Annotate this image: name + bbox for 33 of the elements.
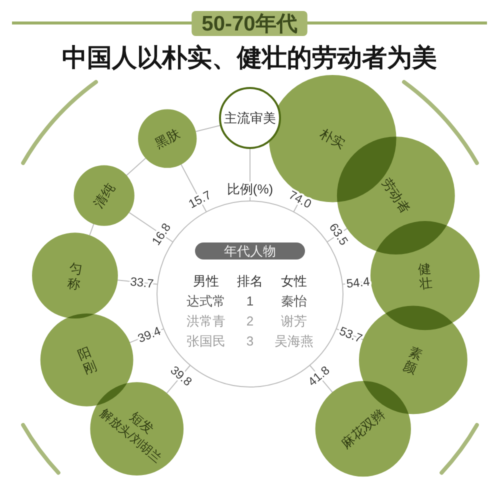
data-label: 53.7 (337, 324, 365, 346)
data-label: 54.4 (346, 274, 371, 291)
data-label: 39.8 (168, 363, 195, 390)
text: 中国人以朴实、健壮的劳动者为美 (62, 44, 437, 72)
text: 比例(%) (226, 182, 274, 196)
text: 排名 (237, 274, 263, 288)
text: 主流审美 (224, 110, 276, 126)
text: 50-70年代 (202, 12, 298, 36)
text: 2 (246, 314, 254, 328)
text: 1 (246, 294, 254, 308)
text: 男性 (193, 274, 219, 288)
text: 年代人物 (224, 244, 276, 258)
text: 女性 (281, 274, 307, 288)
text: 达式常 (186, 294, 226, 308)
category-label: 健壮 (416, 260, 434, 292)
data-label: 41.8 (305, 362, 332, 389)
category-label: 黑肤 (152, 126, 182, 152)
category-label: 麻花双辫 (338, 406, 388, 452)
text: 谢芳 (281, 314, 307, 328)
category-label: 清纯 (90, 180, 118, 211)
data-label: 74.0 (286, 188, 314, 212)
data-label: 15.7 (186, 188, 214, 212)
category-label: 素颜 (402, 344, 425, 376)
text: 洪常青 (186, 314, 226, 328)
category-label: 朴实 (316, 125, 348, 152)
data-label: 33.7 (130, 274, 155, 291)
category-label: 阳刚 (75, 344, 98, 376)
text: 秦怡 (281, 294, 307, 308)
text: 张国民 (186, 334, 226, 348)
category-label: 劳动者 (378, 175, 414, 216)
category-label: 匀称 (66, 260, 84, 292)
text: 吴海燕 (274, 334, 314, 348)
text: 3 (246, 334, 254, 348)
